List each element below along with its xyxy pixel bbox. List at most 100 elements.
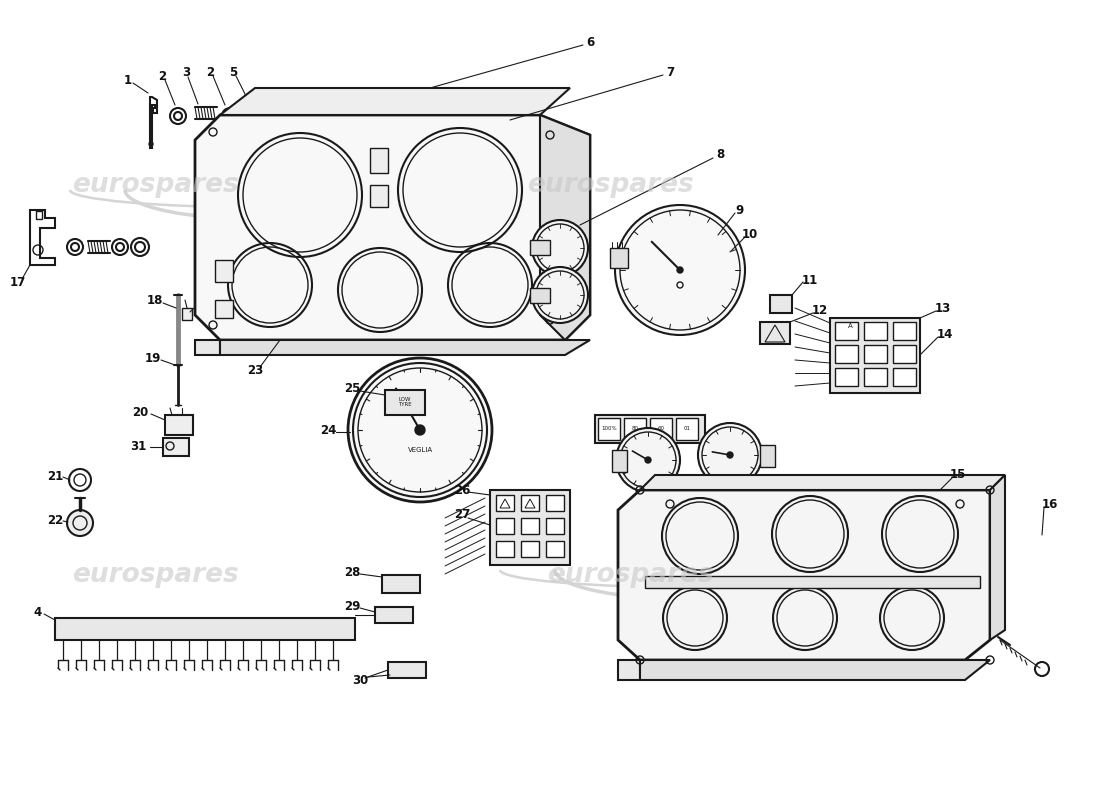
- Text: 5: 5: [229, 66, 238, 78]
- Polygon shape: [150, 97, 157, 148]
- Text: 2: 2: [206, 66, 214, 78]
- Bar: [496, 541, 514, 557]
- Bar: [546, 518, 564, 534]
- Bar: [610, 248, 628, 268]
- Bar: [645, 576, 980, 588]
- Text: 22: 22: [47, 514, 63, 526]
- Polygon shape: [618, 490, 990, 660]
- Polygon shape: [990, 475, 1005, 640]
- Bar: [893, 345, 916, 363]
- Text: 16: 16: [1042, 498, 1058, 511]
- Bar: [496, 495, 514, 511]
- Bar: [182, 308, 192, 320]
- Circle shape: [645, 457, 651, 463]
- Bar: [36, 211, 42, 219]
- Circle shape: [415, 425, 425, 435]
- Text: 29: 29: [344, 599, 360, 613]
- Bar: [370, 148, 388, 173]
- Text: 23: 23: [246, 363, 263, 377]
- Text: 10: 10: [741, 229, 758, 242]
- Text: eurospares: eurospares: [527, 172, 693, 198]
- Bar: [490, 490, 570, 565]
- Bar: [388, 662, 426, 678]
- Bar: [864, 345, 887, 363]
- Bar: [521, 541, 539, 557]
- Circle shape: [698, 423, 762, 487]
- Circle shape: [615, 205, 745, 335]
- Text: 25: 25: [344, 382, 360, 394]
- Bar: [370, 185, 388, 207]
- Text: 21: 21: [47, 470, 63, 482]
- Bar: [760, 322, 790, 344]
- Bar: [530, 288, 550, 303]
- Text: VEGLIA: VEGLIA: [407, 447, 432, 453]
- Text: 2: 2: [158, 70, 166, 83]
- Text: eurospares: eurospares: [72, 562, 239, 588]
- Bar: [546, 541, 564, 557]
- Text: 6: 6: [586, 35, 594, 49]
- Circle shape: [67, 510, 94, 536]
- Polygon shape: [618, 660, 640, 680]
- Text: 19: 19: [145, 351, 162, 365]
- Text: eurospares: eurospares: [72, 172, 239, 198]
- Bar: [375, 607, 412, 623]
- Bar: [864, 322, 887, 340]
- Text: 14: 14: [937, 329, 954, 342]
- Text: 100%: 100%: [602, 426, 617, 431]
- Circle shape: [616, 428, 680, 492]
- Bar: [650, 418, 672, 440]
- Text: 80: 80: [631, 426, 638, 431]
- Bar: [893, 322, 916, 340]
- Text: 1: 1: [124, 74, 132, 86]
- Bar: [521, 495, 539, 511]
- Polygon shape: [195, 340, 220, 355]
- Bar: [598, 418, 620, 440]
- Polygon shape: [195, 115, 590, 340]
- Text: 4: 4: [34, 606, 42, 618]
- Polygon shape: [220, 88, 570, 115]
- Bar: [214, 300, 233, 318]
- Text: 18: 18: [146, 294, 163, 306]
- Text: eurospares: eurospares: [547, 562, 714, 588]
- Bar: [676, 418, 698, 440]
- Text: 20: 20: [132, 406, 148, 418]
- Bar: [163, 438, 189, 456]
- Bar: [830, 318, 920, 393]
- Text: 13: 13: [935, 302, 952, 314]
- Bar: [530, 240, 550, 255]
- Bar: [546, 495, 564, 511]
- Bar: [760, 445, 775, 467]
- Text: 17: 17: [10, 275, 26, 289]
- Bar: [165, 415, 192, 435]
- Bar: [521, 518, 539, 534]
- Polygon shape: [640, 660, 990, 680]
- Text: 31: 31: [130, 441, 146, 454]
- Bar: [214, 260, 233, 282]
- Circle shape: [727, 452, 733, 458]
- Bar: [385, 390, 425, 415]
- Polygon shape: [640, 475, 1005, 490]
- Bar: [55, 618, 355, 640]
- Text: 28: 28: [344, 566, 360, 578]
- Text: 24: 24: [320, 423, 337, 437]
- Text: A: A: [848, 323, 852, 329]
- Bar: [624, 418, 646, 440]
- Circle shape: [532, 267, 588, 323]
- Circle shape: [348, 358, 492, 502]
- Text: 15: 15: [949, 469, 966, 482]
- Text: 7: 7: [666, 66, 674, 78]
- Bar: [864, 368, 887, 386]
- Circle shape: [532, 220, 588, 276]
- Polygon shape: [540, 115, 590, 340]
- Text: 8: 8: [716, 149, 724, 162]
- Bar: [770, 295, 792, 313]
- Bar: [382, 575, 420, 593]
- Text: 9: 9: [736, 203, 744, 217]
- Text: 26: 26: [454, 483, 470, 497]
- Text: 27: 27: [454, 509, 470, 522]
- Circle shape: [676, 267, 683, 273]
- Text: 11: 11: [802, 274, 818, 286]
- Polygon shape: [30, 210, 55, 265]
- Polygon shape: [220, 340, 590, 355]
- Text: 30: 30: [352, 674, 368, 686]
